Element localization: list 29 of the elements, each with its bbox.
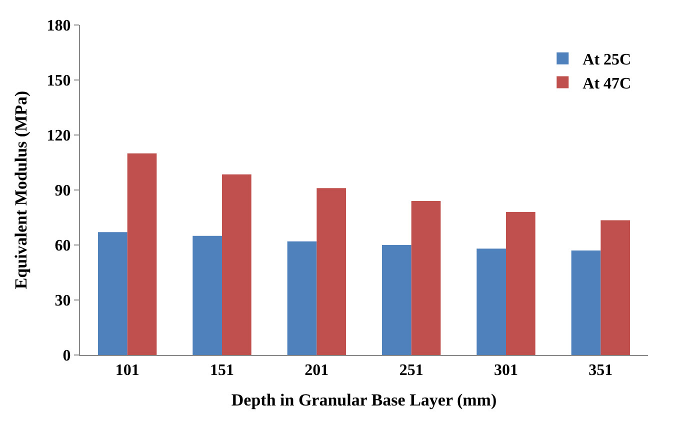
y-tick-label: 0 bbox=[62, 348, 71, 365]
y-tick-label: 30 bbox=[54, 292, 71, 310]
x-tick-label: 251 bbox=[399, 362, 424, 380]
bar bbox=[476, 248, 506, 355]
y-tick-label: 180 bbox=[46, 18, 71, 35]
x-axis-title: Depth in Granular Base Layer (mm) bbox=[231, 390, 497, 410]
bar bbox=[506, 212, 536, 355]
x-tick-label: 351 bbox=[588, 362, 613, 380]
bar bbox=[192, 236, 222, 355]
y-tick-label: 90 bbox=[54, 182, 71, 200]
y-tick-label: 120 bbox=[46, 128, 71, 145]
legend-label: At 47C bbox=[582, 75, 632, 92]
bar bbox=[571, 250, 601, 355]
bar bbox=[287, 241, 317, 355]
bar bbox=[600, 220, 630, 355]
y-axis-title: Equivalent Modulus (MPa) bbox=[11, 90, 30, 290]
bar bbox=[411, 201, 441, 355]
y-tick-label: 60 bbox=[54, 238, 71, 255]
x-tick-label: 151 bbox=[210, 362, 234, 380]
x-tick-label: 301 bbox=[494, 362, 518, 380]
bar bbox=[222, 174, 252, 355]
bar bbox=[127, 153, 157, 355]
bar bbox=[98, 232, 128, 355]
legend-label: At 25C bbox=[582, 52, 632, 69]
x-tick-label: 101 bbox=[115, 362, 140, 380]
x-tick-label: 201 bbox=[304, 362, 329, 380]
bar bbox=[316, 188, 346, 355]
bar bbox=[382, 245, 412, 355]
y-tick-label: 150 bbox=[46, 72, 71, 90]
